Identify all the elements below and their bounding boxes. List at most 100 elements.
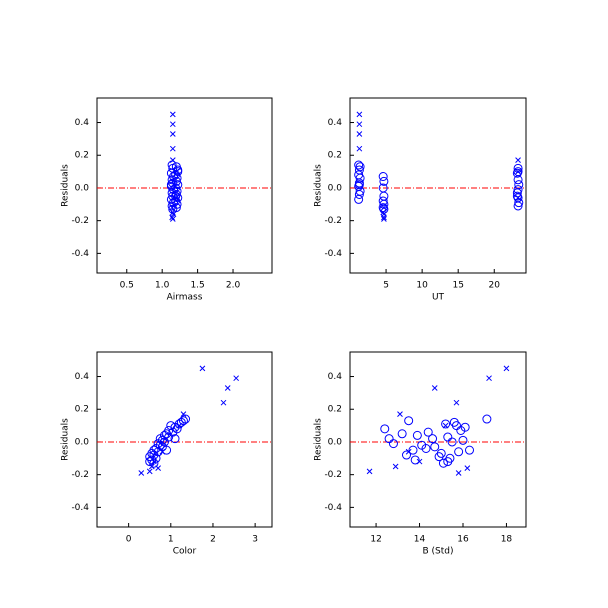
x-tick-label: 3 <box>252 535 258 545</box>
circle-point <box>421 443 431 453</box>
y-tick-label: -0.4 <box>71 503 89 513</box>
circle-point <box>513 163 523 173</box>
x-point <box>453 399 460 406</box>
x-point <box>515 168 521 175</box>
x-point <box>381 211 387 217</box>
y-tick-label: -0.2 <box>324 216 342 226</box>
plot-frame <box>349 351 527 528</box>
circle-point <box>482 414 492 424</box>
y-tick-label: 0.2 <box>328 405 342 415</box>
x-point <box>515 194 521 201</box>
circle-point <box>404 416 414 426</box>
x-point <box>159 448 166 455</box>
circle-point <box>167 201 177 211</box>
circle-point <box>401 450 411 460</box>
circle-point <box>354 189 364 199</box>
circle-point <box>379 199 389 209</box>
circle-point <box>167 175 177 185</box>
x-axis-label: UT <box>432 293 445 303</box>
y-tick-label: -0.2 <box>324 470 342 480</box>
circle-point <box>354 160 364 170</box>
y-tick-label: -0.4 <box>324 249 342 259</box>
y-axis-label: Residuals <box>61 418 71 461</box>
circle-point <box>454 447 464 457</box>
x-point <box>356 145 363 152</box>
circle-point <box>162 445 172 455</box>
y-tick-label: 0.4 <box>328 118 343 128</box>
circle-point <box>176 417 186 427</box>
x-tick-label: 15 <box>452 281 463 291</box>
x-point <box>146 468 153 475</box>
x-point <box>486 375 492 382</box>
y-tick-label: 0.4 <box>75 372 90 382</box>
x-point <box>169 209 176 216</box>
plot-frame <box>96 351 273 528</box>
x-point <box>173 168 180 175</box>
circle-point <box>166 421 176 431</box>
circle-point <box>354 180 364 190</box>
circle-point <box>438 458 448 468</box>
x-axis-label: B (Std) <box>422 547 453 557</box>
y-tick-label: -0.4 <box>71 249 89 259</box>
y-tick-label: 0.0 <box>328 437 343 447</box>
circle-point <box>430 442 440 452</box>
y-tick-label: 0.4 <box>75 118 90 128</box>
x-tick-label: 5 <box>383 281 389 291</box>
circle-point <box>408 445 418 455</box>
x-point <box>503 365 510 372</box>
x-tick-label: 10 <box>416 281 428 291</box>
circle-point <box>434 452 444 462</box>
x-point <box>380 209 387 216</box>
x-point <box>180 411 187 418</box>
circle-point <box>173 167 183 177</box>
circle-point <box>513 201 523 211</box>
circle-point <box>166 180 176 190</box>
x-point <box>169 145 176 152</box>
circle-point <box>378 172 388 182</box>
y-tick-label: 0.0 <box>75 183 90 193</box>
y-tick-label: -0.2 <box>71 470 89 480</box>
circle-point <box>149 458 159 468</box>
circle-point <box>465 445 475 455</box>
x-point <box>515 157 521 164</box>
y-tick-label: 0.2 <box>75 151 89 161</box>
x-point <box>381 216 387 222</box>
circle-point <box>380 424 390 434</box>
circle-point <box>451 421 461 431</box>
y-tick-label: -0.2 <box>71 216 89 226</box>
x-point <box>356 111 363 118</box>
plot-frame <box>349 97 527 274</box>
circle-point <box>447 437 457 447</box>
x-point <box>455 470 462 476</box>
circle-point <box>397 429 407 439</box>
x-point <box>169 204 175 211</box>
x-point <box>397 411 403 418</box>
x-point <box>169 111 176 118</box>
x-point <box>173 194 180 201</box>
y-axis-label: Residuals <box>61 164 71 207</box>
x-tick-label: 1.0 <box>155 281 170 291</box>
x-tick-label: 1.5 <box>190 281 204 291</box>
circle-point <box>410 455 420 465</box>
y-tick-label: 0.0 <box>328 183 343 193</box>
circle-point <box>428 434 438 444</box>
x-point <box>233 375 240 382</box>
x-point <box>176 422 183 429</box>
x-point <box>151 458 157 465</box>
x-point <box>356 121 363 128</box>
circle-point <box>443 457 453 467</box>
circle-point <box>379 176 389 186</box>
x-point <box>464 465 471 471</box>
circle-point <box>423 427 433 437</box>
x-point <box>356 131 363 137</box>
x-point <box>220 399 227 406</box>
x-point <box>431 385 438 391</box>
x-point <box>366 468 373 475</box>
circle-point <box>171 191 181 201</box>
y-axis-label: Residuals <box>314 418 324 461</box>
x-point <box>170 211 177 217</box>
x-point <box>155 465 161 471</box>
x-point <box>416 458 423 465</box>
y-tick-label: 0.0 <box>75 437 90 447</box>
